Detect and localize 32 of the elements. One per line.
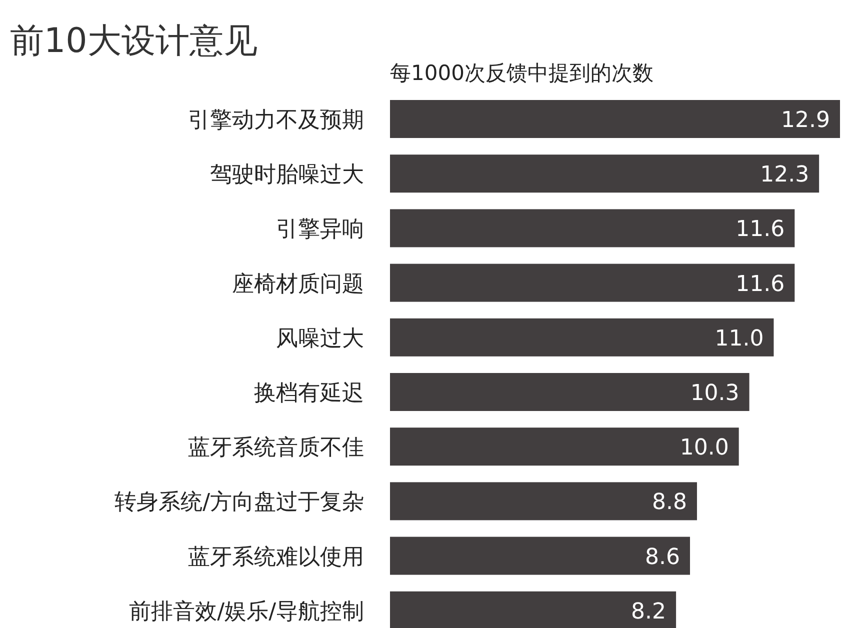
data-label: 8.8 [652, 490, 687, 516]
bar [390, 209, 795, 248]
bar [390, 482, 697, 520]
y-tick-label: 驾驶时胎噪过大 [210, 162, 364, 188]
bar [390, 154, 820, 193]
bar [390, 428, 739, 466]
y-tick-label: 引擎异响 [276, 217, 364, 242]
chart-title: 前10大设计意见 [10, 21, 258, 61]
data-label: 11.6 [736, 217, 785, 242]
data-label: 12.9 [781, 108, 830, 133]
chart-subtitle: 每1000次反馈中提到的次数 [390, 61, 654, 85]
y-tick-label: 座椅材质问题 [232, 272, 364, 297]
data-label: 10.0 [680, 436, 729, 461]
bar [390, 591, 676, 628]
y-tick-label: 转身系统/方向盘过于复杂 [114, 490, 364, 516]
data-label: 10.3 [690, 381, 740, 406]
bar [390, 373, 750, 411]
y-tick-label: 前排音效/娱乐/导航控制 [129, 599, 364, 624]
y-tick-label: 换档有延迟 [254, 381, 364, 406]
data-label: 11.6 [736, 272, 785, 297]
bar [390, 318, 774, 356]
bar [390, 100, 840, 138]
y-tick-label: 风噪过大 [276, 326, 364, 352]
bar [390, 264, 795, 302]
y-tick-label: 蓝牙系统难以使用 [188, 544, 364, 570]
bar [390, 536, 690, 575]
y-tick-label: 引擎动力不及预期 [188, 108, 364, 133]
data-label: 12.3 [760, 162, 810, 188]
y-tick-label: 蓝牙系统音质不佳 [188, 436, 364, 461]
data-label: 8.6 [645, 544, 680, 570]
data-label: 8.2 [631, 599, 666, 624]
data-label: 11.0 [714, 326, 764, 352]
